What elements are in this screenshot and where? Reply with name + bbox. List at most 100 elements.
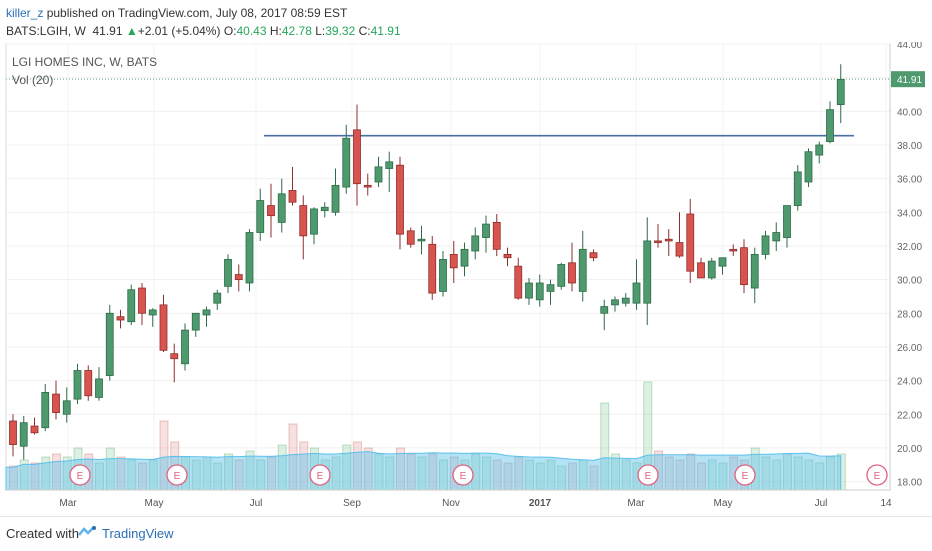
- candle[interactable]: [772, 222, 781, 252]
- candle[interactable]: [30, 417, 39, 435]
- earnings-icon[interactable]: [69, 464, 91, 486]
- candle[interactable]: [503, 247, 512, 267]
- candle[interactable]: [492, 213, 501, 257]
- publish-line: killer_z published on TradingView.com, J…: [6, 6, 347, 20]
- earnings-icon[interactable]: [866, 464, 888, 486]
- y-axis[interactable]: 18.00 20.00 22.00 24.00 26.00 28.00 30.00 32.00…: [889, 42, 922, 490]
- candle[interactable]: [62, 387, 71, 423]
- candle[interactable]: [535, 274, 544, 307]
- candle[interactable]: [718, 257, 727, 275]
- candle[interactable]: [170, 343, 179, 383]
- candle[interactable]: [621, 293, 630, 307]
- candle[interactable]: [482, 215, 490, 253]
- candle[interactable]: [697, 257, 705, 279]
- candle-body: [514, 265, 523, 299]
- earnings-icon[interactable]: [452, 464, 474, 486]
- candle[interactable]: [374, 156, 383, 188]
- candle[interactable]: [611, 296, 619, 312]
- candle[interactable]: [471, 227, 480, 260]
- candle[interactable]: [707, 257, 716, 280]
- candle[interactable]: [793, 165, 802, 211]
- candle[interactable]: [331, 168, 340, 216]
- candle[interactable]: [320, 202, 329, 218]
- candle[interactable]: [159, 294, 168, 352]
- candle[interactable]: [256, 188, 265, 241]
- candle[interactable]: [191, 312, 200, 337]
- candle-body: [159, 304, 168, 351]
- earnings-icon[interactable]: [166, 464, 188, 486]
- candle-body: [482, 223, 490, 238]
- tradingview-brand-link[interactable]: TradingView: [102, 526, 174, 541]
- candle-body: [52, 393, 60, 413]
- candle[interactable]: [234, 264, 243, 292]
- candle[interactable]: [557, 262, 566, 290]
- candle[interactable]: [73, 363, 82, 405]
- candle[interactable]: [406, 227, 415, 248]
- candle[interactable]: [783, 205, 791, 248]
- candle[interactable]: [288, 166, 297, 206]
- candle-body: [245, 232, 254, 284]
- candle[interactable]: [181, 323, 189, 371]
- candle[interactable]: [815, 141, 824, 164]
- candle[interactable]: [578, 230, 587, 302]
- candle[interactable]: [19, 415, 28, 460]
- candle[interactable]: [632, 259, 641, 310]
- candle[interactable]: [84, 365, 93, 401]
- candle[interactable]: [213, 289, 222, 310]
- candle[interactable]: [826, 101, 834, 144]
- candle[interactable]: [525, 277, 533, 305]
- candle[interactable]: [148, 308, 157, 327]
- candle[interactable]: [116, 309, 125, 329]
- candle[interactable]: [245, 229, 254, 292]
- tradingview-logo-icon[interactable]: [78, 525, 96, 539]
- candle[interactable]: [643, 217, 652, 326]
- candle[interactable]: [600, 299, 609, 331]
- candle[interactable]: [95, 367, 103, 401]
- candle[interactable]: [439, 251, 447, 297]
- candle[interactable]: [138, 282, 146, 326]
- candle[interactable]: [9, 414, 17, 457]
- candle[interactable]: [396, 156, 404, 250]
- candle[interactable]: [127, 284, 136, 326]
- candles[interactable]: [9, 64, 845, 460]
- candle[interactable]: [546, 279, 555, 305]
- earnings-icon[interactable]: [734, 464, 756, 486]
- candle[interactable]: [750, 247, 759, 304]
- author-link[interactable]: killer_z: [6, 6, 44, 20]
- candle[interactable]: [449, 240, 458, 283]
- candle[interactable]: [417, 225, 426, 255]
- candle[interactable]: [353, 104, 361, 206]
- earnings-icon[interactable]: [637, 464, 659, 486]
- candle[interactable]: [428, 235, 437, 300]
- candle[interactable]: [277, 178, 286, 233]
- candle[interactable]: [310, 207, 318, 245]
- candle[interactable]: [761, 230, 770, 260]
- candle[interactable]: [267, 183, 275, 238]
- earnings-letter: E: [874, 471, 881, 482]
- candle[interactable]: [299, 195, 308, 260]
- candle[interactable]: [52, 380, 60, 420]
- candle[interactable]: [105, 304, 114, 381]
- candle[interactable]: [363, 173, 372, 196]
- candle[interactable]: [385, 151, 394, 193]
- candle[interactable]: [664, 229, 673, 257]
- candle-body: [363, 184, 372, 188]
- candle[interactable]: [589, 249, 598, 262]
- earnings-icon[interactable]: [309, 464, 331, 486]
- candle[interactable]: [804, 148, 813, 188]
- candle[interactable]: [342, 124, 351, 194]
- candle[interactable]: [836, 64, 845, 124]
- candle[interactable]: [568, 242, 576, 292]
- candle[interactable]: [514, 257, 523, 300]
- candle[interactable]: [740, 239, 748, 294]
- candle[interactable]: [224, 254, 232, 294]
- candle[interactable]: [686, 198, 695, 283]
- candle[interactable]: [654, 224, 662, 248]
- candle[interactable]: [729, 244, 738, 257]
- candle[interactable]: [460, 242, 469, 277]
- candle[interactable]: [675, 212, 684, 258]
- candle[interactable]: [202, 306, 211, 327]
- candle[interactable]: [41, 383, 50, 432]
- x-axis[interactable]: Mar May Jul Sep Nov 2017 Mar May Jul 14: [6, 489, 892, 509]
